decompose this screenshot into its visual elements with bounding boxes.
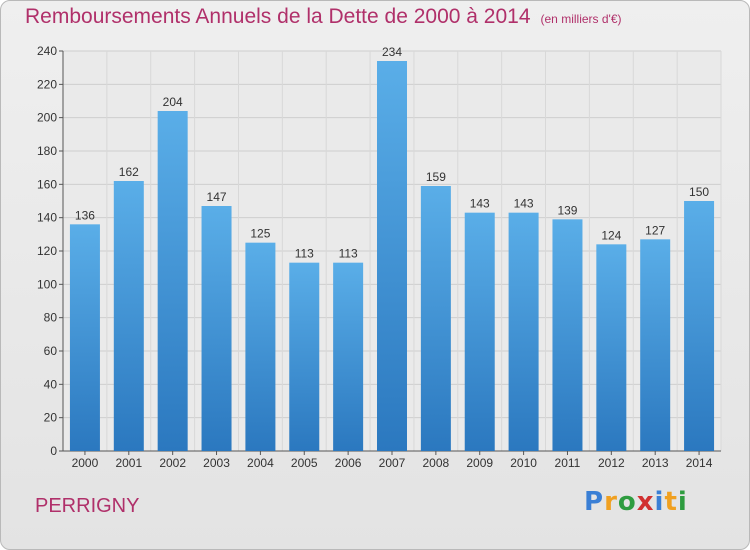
bar: [640, 239, 671, 451]
data-label: 234: [382, 45, 402, 59]
data-label: 136: [75, 208, 95, 222]
data-label: 113: [295, 247, 314, 261]
x-tick-label: 2003: [203, 456, 230, 470]
chart-title-row: Remboursements Annuels de la Dette de 20…: [25, 5, 622, 29]
logo-letter: o: [617, 487, 637, 517]
bar: [333, 262, 364, 451]
x-tick-label: 2010: [510, 456, 537, 470]
data-label: 127: [645, 223, 665, 237]
logo-letter: t: [664, 487, 678, 517]
town-name: PERRIGNY: [35, 495, 140, 517]
x-tick-label: 2004: [247, 456, 274, 470]
data-label: 147: [207, 190, 227, 204]
x-tick-label: 2009: [466, 456, 493, 470]
y-tick-label: 220: [37, 77, 57, 91]
x-tick-label: 2011: [555, 456, 581, 470]
bar: [684, 201, 715, 451]
data-label: 143: [514, 197, 534, 211]
chart-subtitle: (en milliers d'€): [540, 12, 622, 26]
bars: [69, 61, 715, 451]
bar: [289, 262, 320, 451]
logo-letter: x: [636, 487, 655, 517]
x-tick-label: 2006: [335, 456, 362, 470]
y-tick-label: 180: [37, 144, 57, 158]
bar: [201, 206, 232, 451]
bar: [377, 61, 407, 451]
x-tick-label: 2000: [72, 456, 99, 470]
logo-letter: r: [604, 487, 618, 517]
x-tick-label: 2001: [115, 456, 142, 470]
x-tick-label: 2005: [291, 456, 318, 470]
data-label: 143: [470, 197, 490, 211]
bar: [508, 212, 539, 451]
y-tick-label: 160: [37, 177, 57, 191]
x-tick-label: 2012: [598, 456, 625, 470]
y-tick-label: 40: [44, 377, 58, 391]
x-tick-label: 2013: [642, 456, 669, 470]
bar: [69, 224, 100, 451]
y-tick-label: 240: [37, 44, 57, 58]
data-label: 113: [339, 247, 358, 261]
bar: [464, 212, 495, 451]
bar: [245, 242, 276, 451]
y-tick-label: 80: [44, 311, 58, 325]
data-label: 125: [250, 227, 270, 241]
logo-letter: i: [654, 487, 665, 517]
y-tick-label: 140: [37, 211, 57, 225]
data-labels: 136 162 204 147 125 113 113 234 159 143 143 139 124 1…: [75, 45, 709, 261]
bar: [420, 186, 451, 451]
data-label: 139: [557, 203, 577, 217]
y-tick-label: 60: [44, 344, 58, 358]
x-tick-label: 2008: [423, 456, 450, 470]
bar: [113, 181, 144, 451]
y-tick-label: 120: [37, 244, 57, 258]
y-tick-label: 20: [44, 411, 58, 425]
logo-letter: P: [584, 487, 605, 517]
bar: [596, 244, 627, 451]
x-tick-label: 2014: [686, 456, 713, 470]
data-label: 124: [601, 228, 621, 242]
bar: [157, 111, 188, 451]
bar: [552, 219, 583, 451]
data-label: 162: [119, 165, 139, 179]
y-tick-label: 0: [50, 444, 57, 458]
y-tick-label: 200: [37, 111, 57, 125]
proxiti-logo: Proxiti: [584, 487, 688, 517]
x-tick-label: 2002: [159, 456, 186, 470]
logo-letter: i: [677, 487, 688, 517]
chart-title: Remboursements Annuels de la Dette de 20…: [25, 5, 531, 28]
x-tick-label: 2007: [379, 456, 406, 470]
y-tick-label: 100: [37, 277, 57, 291]
data-label: 204: [163, 95, 183, 109]
data-label: 150: [689, 185, 709, 199]
data-label: 159: [426, 170, 446, 184]
